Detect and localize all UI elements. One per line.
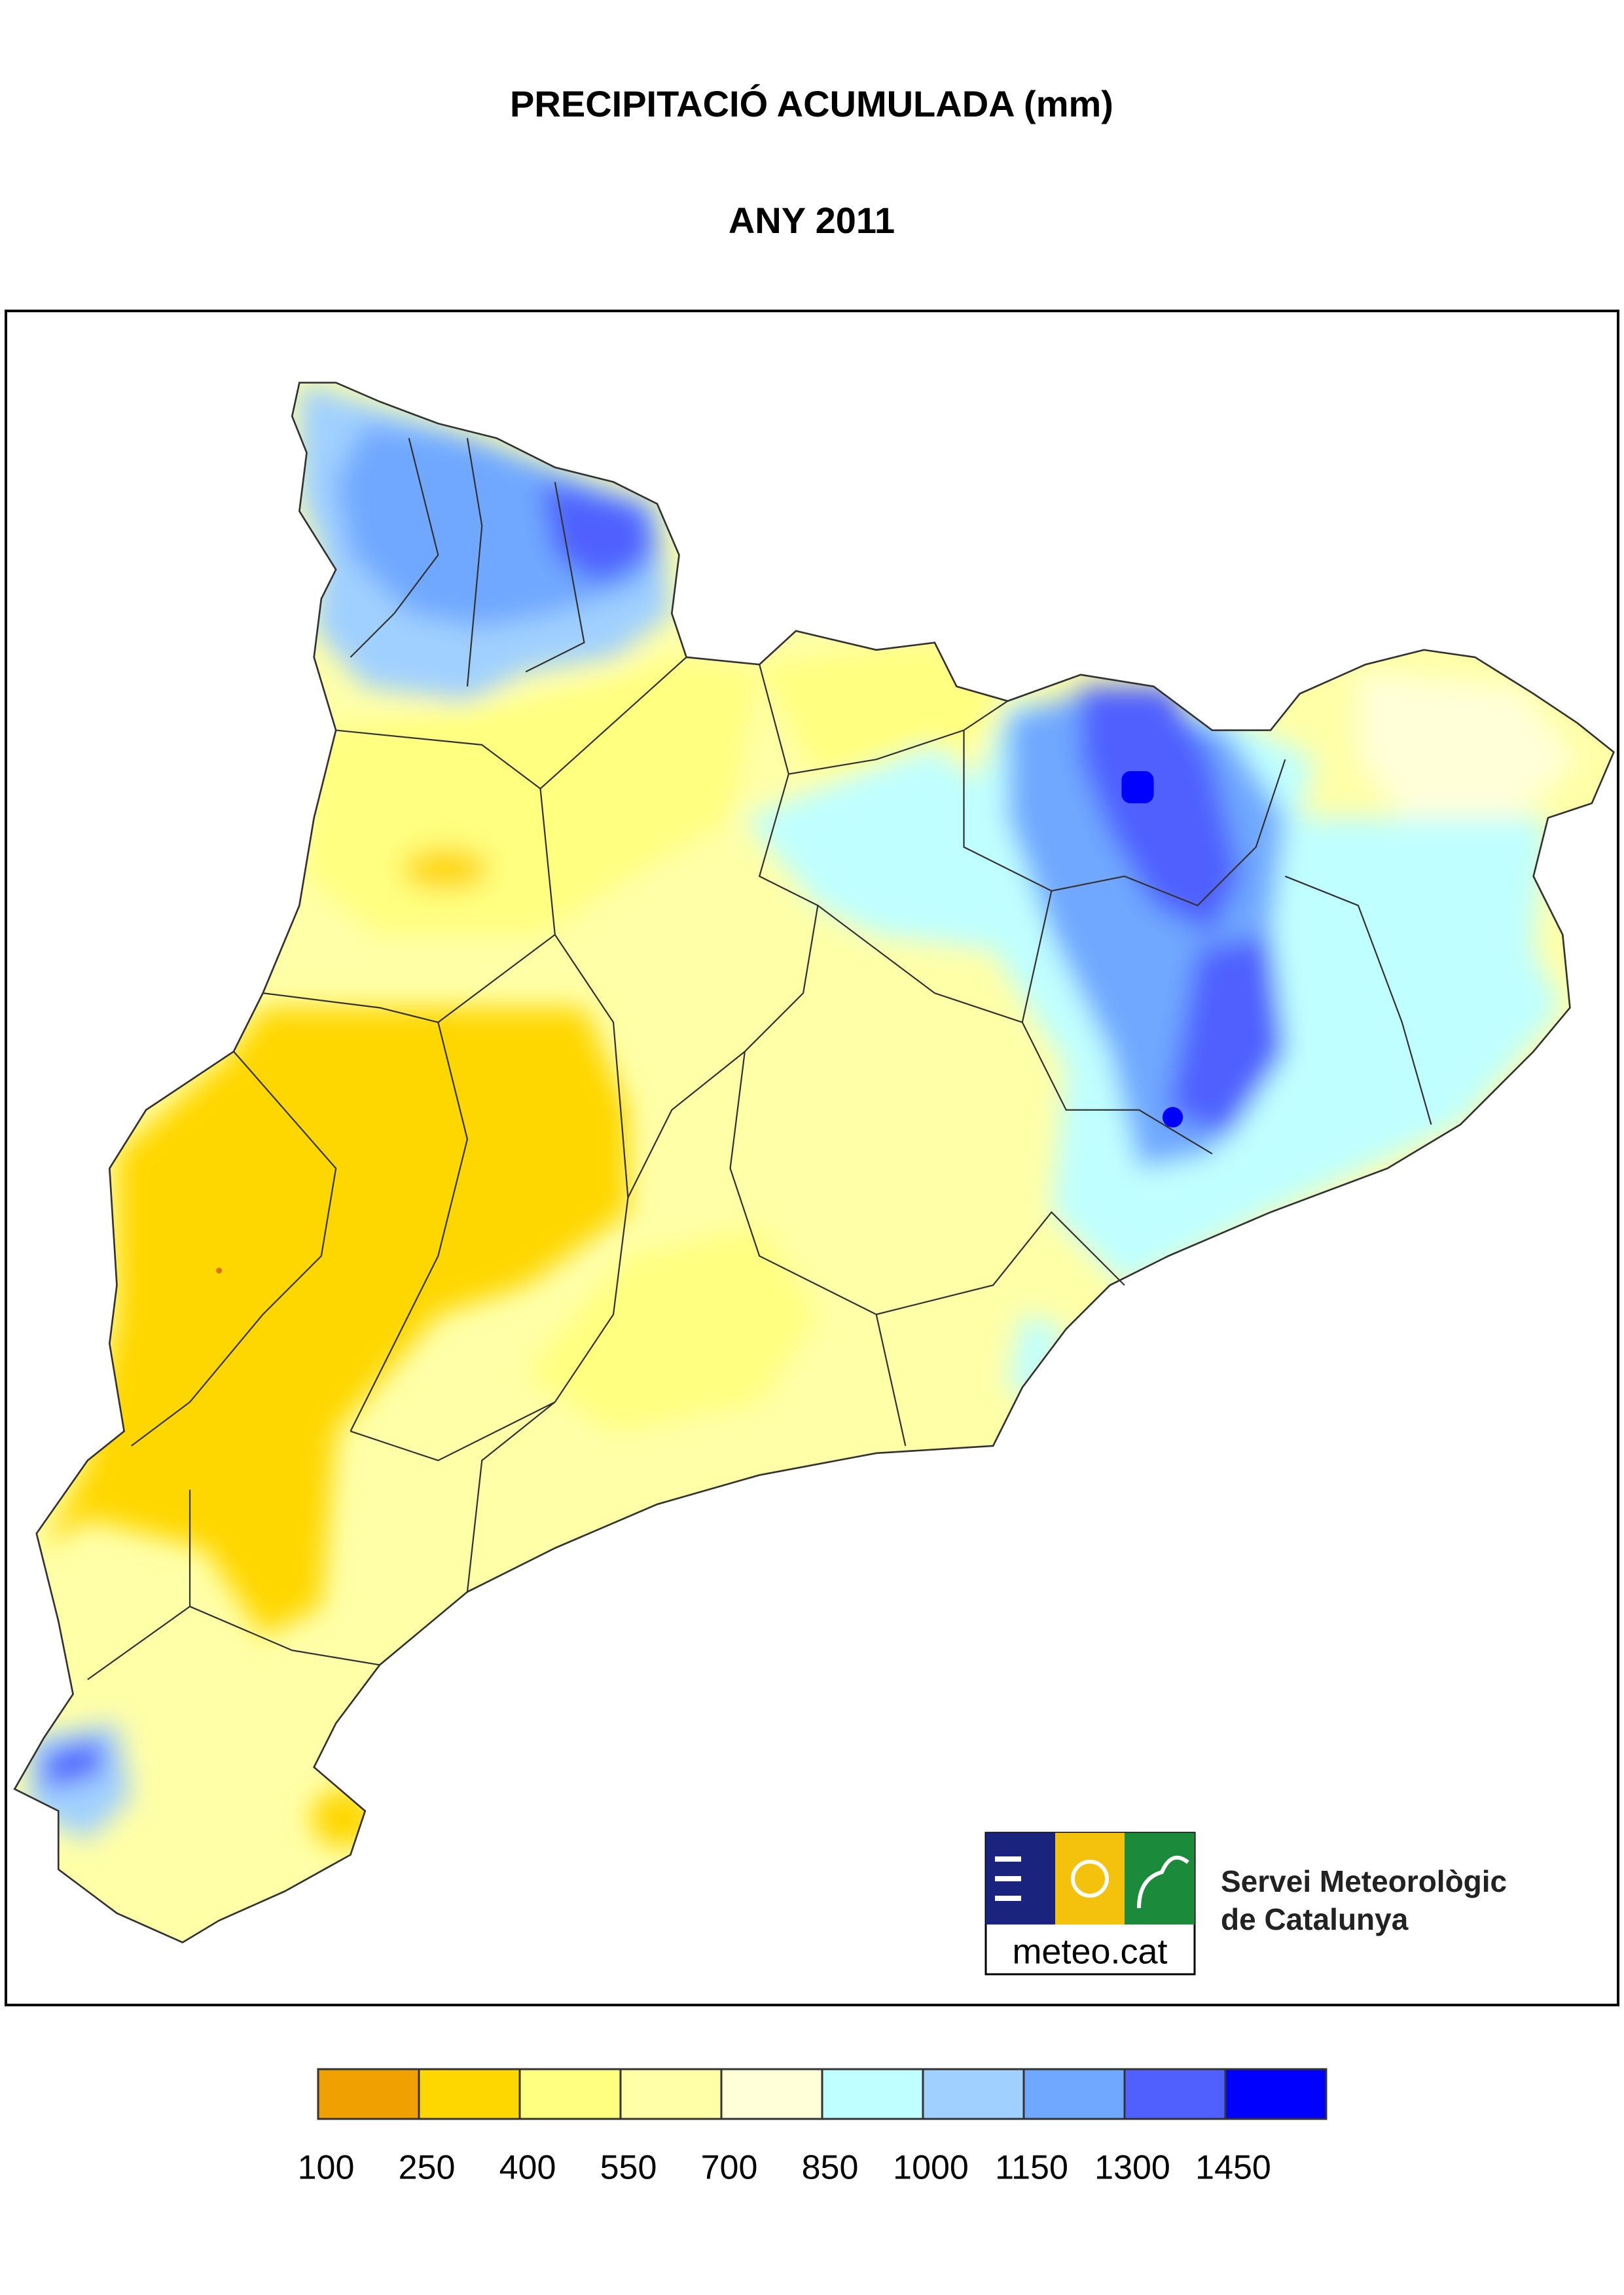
map-subtitle: ANY 2011 xyxy=(729,200,895,241)
legend-label: 100 xyxy=(298,2149,355,2187)
legend-swatch xyxy=(1224,2068,1327,2120)
logo-name-line1: Servei Meteorològic xyxy=(1221,1864,1507,1898)
legend-label: 850 xyxy=(802,2149,859,2187)
legend-label: 1150 xyxy=(995,2149,1068,2187)
legend-label: 1300 xyxy=(1094,2149,1170,2187)
legend-label: 250 xyxy=(399,2149,456,2187)
legend-swatch xyxy=(518,2068,622,2120)
legend-label: 550 xyxy=(600,2149,657,2187)
coastline-border xyxy=(13,382,1615,1943)
legend-swatch xyxy=(1123,2068,1227,2120)
legend-label: 1450 xyxy=(1195,2149,1271,2187)
legend-label: 400 xyxy=(499,2149,556,2187)
legend-label: 700 xyxy=(701,2149,758,2187)
logo-name-line2: de Catalunya xyxy=(1221,1902,1409,1936)
legend-swatch xyxy=(1022,2068,1126,2120)
legend-swatch xyxy=(619,2068,723,2120)
legend: 100 250 400 550 700 850 1000 1150 1300 1450 xyxy=(298,2068,1327,2187)
logo: meteo.cat Servei Meteorològic de Catalun… xyxy=(984,1832,1507,1976)
legend-swatch xyxy=(418,2068,521,2120)
county-borders xyxy=(87,438,1432,1680)
legend-label: 1000 xyxy=(893,2149,969,2187)
legend-swatch xyxy=(317,2068,420,2120)
map-title: PRECIPITACIÓ ACUMULADA (mm) xyxy=(510,83,1113,124)
legend-swatch xyxy=(720,2068,823,2120)
legend-swatch xyxy=(821,2068,924,2120)
logo-brand: meteo.cat xyxy=(1012,1932,1167,1971)
legend-swatch xyxy=(922,2068,1025,2120)
